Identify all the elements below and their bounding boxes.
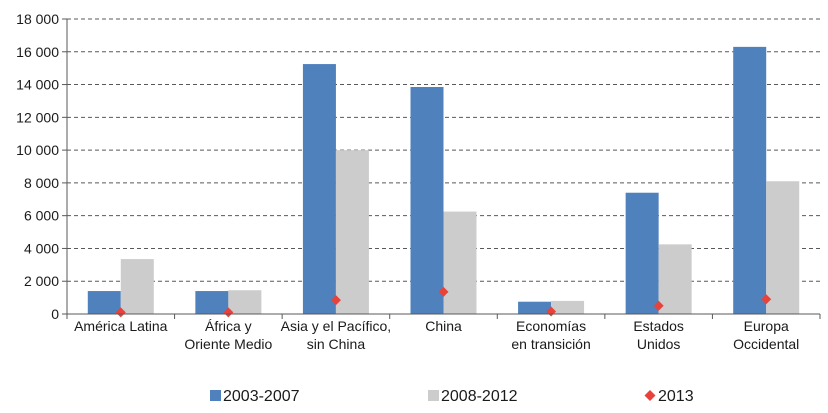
legend-item-2008-2012: 2008-2012 (428, 388, 518, 405)
x-category-label: Unidos (637, 336, 681, 352)
x-category-label: Economías (516, 318, 586, 334)
bars (87, 46, 800, 314)
bar-2008-2012 (551, 300, 585, 314)
x-category-label: en transición (511, 336, 590, 352)
y-tick-label: 6 000 (24, 208, 59, 224)
y-tick-label: 0 (51, 306, 59, 322)
y-tick-label: 14 000 (16, 77, 59, 93)
bar-2003-2007 (733, 46, 767, 314)
legend: 2003-2007 2008-2012 2013 (210, 388, 694, 405)
bar-2008-2012 (335, 150, 369, 314)
bar-2003-2007 (87, 291, 121, 314)
bar-2008-2012 (658, 244, 692, 314)
bar-2003-2007 (195, 291, 229, 314)
marker-2013 (330, 295, 341, 306)
y-tick-label: 4 000 (24, 240, 59, 256)
legend-item-2003-2007: 2003-2007 (210, 388, 300, 405)
legend-swatch (428, 390, 439, 401)
y-tick-label: 10 000 (16, 142, 59, 158)
markers (115, 286, 772, 318)
marker-2013 (438, 286, 449, 297)
x-category-label: América Latina (74, 318, 168, 334)
bar-2008-2012 (766, 181, 800, 314)
y-tick-label: 18 000 (16, 11, 59, 27)
x-category-label: Oriente Medio (184, 336, 272, 352)
bar-2008-2012 (228, 290, 262, 314)
legend-label: 2008-2012 (441, 388, 518, 405)
bar-2003-2007 (518, 301, 552, 314)
bar-2008-2012 (120, 259, 154, 314)
marker-2013 (653, 300, 664, 311)
marker-2013 (223, 307, 234, 318)
x-category-label: sin China (307, 336, 366, 352)
axis-labels: 0 2 000 4 000 6 000 8 000 10 000 12 000 14 000 1… (16, 11, 799, 352)
y-tick-label: 8 000 (24, 175, 59, 191)
axes (62, 18, 821, 319)
marker-2013 (761, 294, 772, 305)
legend-label: 2003-2007 (223, 388, 300, 405)
legend-label: 2013 (658, 388, 694, 405)
x-category-label: Occidental (733, 336, 799, 352)
marker-2013 (115, 307, 126, 318)
legend-item-2013: 2013 (644, 388, 694, 405)
x-category-label: África y (205, 318, 252, 334)
x-category-label: Europa (744, 318, 789, 334)
legend-swatch (210, 390, 221, 401)
bar-2008-2012 (443, 211, 477, 314)
x-category-label: Asia y el Pacífico, (281, 318, 392, 334)
y-tick-label: 12 000 (16, 109, 59, 125)
x-category-label: Estados (633, 318, 684, 334)
legend-swatch (644, 390, 656, 401)
y-tick-label: 16 000 (16, 44, 59, 60)
bar-2003-2007 (302, 64, 336, 314)
bar-2003-2007 (410, 87, 444, 314)
bar-2003-2007 (625, 192, 659, 314)
y-tick-label: 2 000 (24, 273, 59, 289)
x-category-label: China (425, 318, 462, 334)
